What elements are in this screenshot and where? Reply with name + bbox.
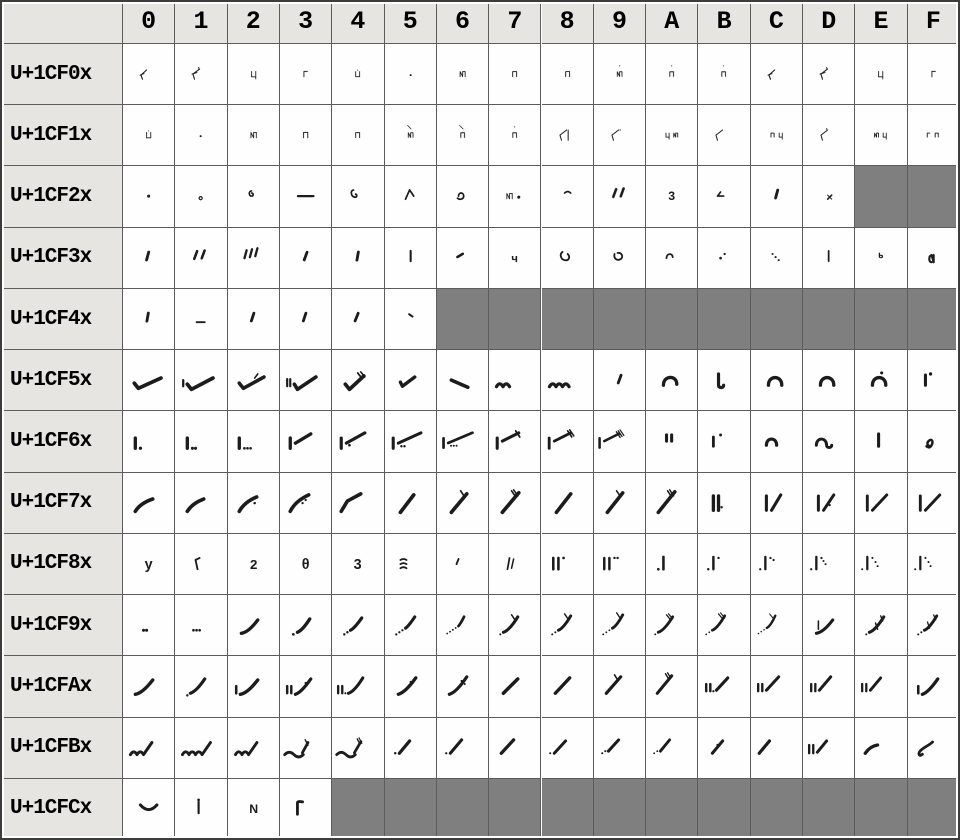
svg-text:N: N <box>249 802 258 816</box>
svg-text:θ: θ <box>302 557 310 573</box>
svg-text:2: 2 <box>250 557 257 572</box>
svg-text:3: 3 <box>354 557 362 573</box>
svg-text:ᒃ: ᒃ <box>879 251 884 265</box>
svg-text:ч: ч <box>512 253 519 265</box>
svg-text:y: y <box>145 557 153 573</box>
svg-text:3: 3 <box>668 190 675 204</box>
